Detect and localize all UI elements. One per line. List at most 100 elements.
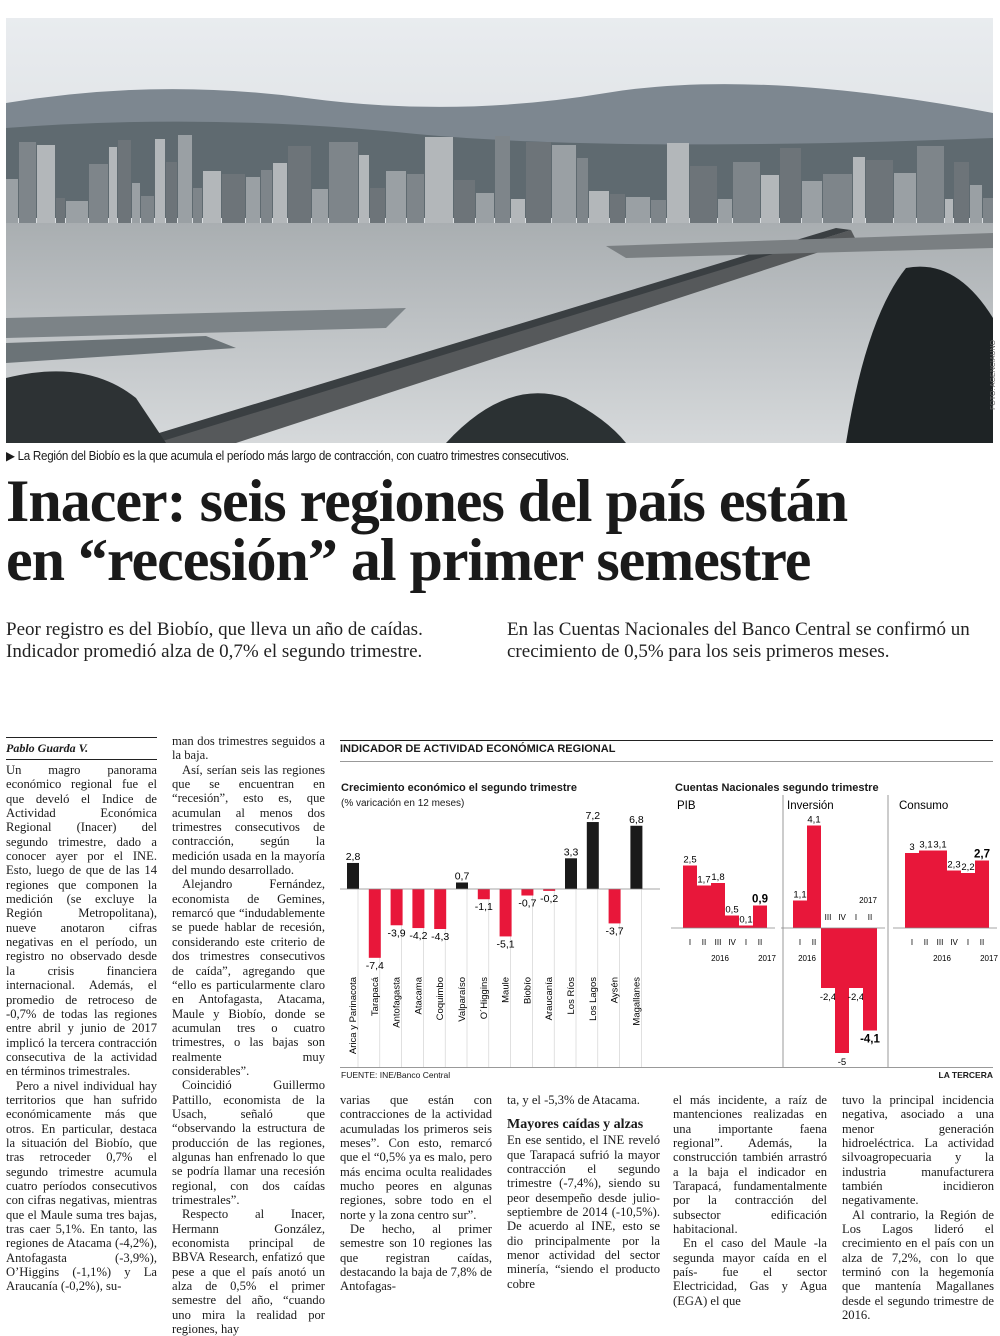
- bar-ays-n: [608, 889, 621, 924]
- brand-label: LA TERCERA: [938, 1070, 993, 1080]
- photo-credit: FOTO: AGENCIAUNO: [990, 340, 997, 410]
- data-label: -7,4: [366, 960, 384, 972]
- headline-line-2: en “recesión” al primer semestre: [6, 527, 811, 593]
- headline-line-1: Inacer: seis regiones del país están: [6, 468, 848, 534]
- article-paragraph: ta, y el -5,3% de Atacama.: [507, 1093, 640, 1107]
- bar-magallanes: [630, 825, 643, 889]
- quarter-label: I: [855, 913, 857, 922]
- photo-caption: ▶ La Región del Biobío es la que acumula…: [6, 449, 569, 463]
- chart-source: FUENTE: INE/Banco Central: [341, 1070, 451, 1080]
- bar-los-r-os: [565, 858, 577, 889]
- article-column-1: Un magro panorama económico regional fue…: [6, 763, 157, 1294]
- data-label: -0,2: [540, 893, 558, 905]
- bar-coquimbo: [434, 889, 447, 929]
- bar-araucan-a: [543, 889, 556, 891]
- bar-antofagasta: [390, 889, 403, 926]
- year-label: 2016: [798, 954, 816, 963]
- bridge-city-photo: [6, 18, 993, 443]
- data-label: 3,3: [564, 846, 579, 858]
- year-label: 2016: [933, 954, 951, 963]
- bar-arica-y-parinacota: [347, 862, 359, 889]
- quarter-label: I: [799, 938, 801, 947]
- category-label: Los Ríos: [566, 977, 577, 1015]
- data-label: 4,1: [807, 815, 820, 826]
- category-label: Los Lagos: [588, 977, 599, 1021]
- data-label: 2,2: [961, 862, 974, 873]
- year-label: 2016: [711, 954, 729, 963]
- category-label: Araucanía: [544, 976, 555, 1020]
- bar-inversin-4: [849, 928, 863, 988]
- data-label: 2,8: [346, 851, 361, 863]
- bar-biob-o: [521, 889, 534, 896]
- data-label: 6,8: [629, 814, 644, 826]
- category-label: Magallanes: [631, 977, 642, 1026]
- data-label: -3,7: [606, 925, 624, 937]
- article-column-5: el más incidente, a raíz de mantenciones…: [673, 1093, 827, 1308]
- regional-growth-chart: 2,8 Arica y Parinacota -7,4 Tarapacá -3,9 Ant…: [340, 810, 660, 1068]
- category-label: Coquimbo: [435, 977, 446, 1020]
- data-label: 0,7: [455, 870, 470, 882]
- article-paragraph: man dos trimestres seguidos a la baja.: [172, 734, 325, 763]
- article-paragraph: En ese sentido, el INE reveló que Tarapa…: [507, 1133, 660, 1291]
- bar-consumo-0: [905, 853, 919, 928]
- section-heading: Mayores caídas y alzas: [507, 1117, 644, 1133]
- quarter-label: II: [758, 938, 762, 947]
- article-paragraph: tuvo la principal incidencia negativa, a…: [842, 1093, 994, 1208]
- quarter-label: III: [825, 913, 832, 922]
- article-column-6: tuvo la principal incidencia negativa, a…: [842, 1093, 994, 1323]
- bar-inversin-3: [835, 928, 849, 1053]
- panel-title-2: Consumo: [899, 800, 948, 812]
- bar-pib-4: [739, 925, 753, 928]
- category-label: Maule: [501, 977, 512, 1003]
- data-label: 1,7: [697, 875, 710, 886]
- year-label: 2017: [980, 954, 998, 963]
- data-label: 0,5: [725, 905, 738, 916]
- article-paragraph: varias que están con contracciones de la…: [340, 1093, 492, 1222]
- data-label: 0,9: [752, 894, 768, 906]
- article-paragraph: En el caso del Maule -la segunda mayor c…: [673, 1236, 827, 1308]
- deck-left: Peor registro es del Biobío, que lleva u…: [6, 619, 423, 662]
- category-label: Aysén: [610, 977, 621, 1003]
- category-label: Tarapacá: [370, 976, 381, 1016]
- bar-pib-1: [697, 885, 711, 928]
- data-label: 1,1: [793, 890, 806, 901]
- bar-consumo-2: [933, 850, 947, 928]
- data-label: -4,3: [431, 931, 449, 943]
- quarter-label: IV: [838, 913, 846, 922]
- data-label: -2,4: [848, 992, 864, 1003]
- article-column-4: ta, y el -5,3% de Atacama. Mayores caídas…: [507, 1093, 660, 1291]
- quarter-label: II: [980, 938, 984, 947]
- quarter-label: III: [937, 938, 944, 947]
- data-label: 7,2: [585, 810, 600, 822]
- article-paragraph: De hecho, al primer semestre son 10 regi…: [340, 1222, 492, 1294]
- quarter-label: IV: [950, 938, 958, 947]
- bar-pib-0: [683, 865, 697, 928]
- data-label: -5,1: [497, 938, 515, 950]
- bar-pib-3: [725, 915, 739, 928]
- bar-consumo-5: [975, 860, 989, 928]
- data-label: -2,4: [820, 992, 836, 1003]
- quarter-label: III: [715, 938, 722, 947]
- category-label: Valparaíso: [457, 977, 468, 1022]
- data-label: 2,5: [683, 855, 696, 866]
- bar-tarapac-: [368, 889, 381, 958]
- data-label: -5: [838, 1057, 846, 1067]
- deck-right: En las Cuentas Nacionales del Banco Cent…: [507, 619, 970, 662]
- quarter-label: II: [868, 913, 872, 922]
- panel-title-0: PIB: [677, 800, 696, 812]
- bar-inversin-1: [807, 825, 821, 928]
- bar-o-higgins: [477, 889, 490, 900]
- data-label: 3: [909, 842, 914, 853]
- data-label: -4,2: [409, 930, 427, 942]
- quarter-label: II: [702, 938, 706, 947]
- bar-consumo-3: [947, 870, 961, 928]
- quarter-label: II: [924, 938, 928, 947]
- article-paragraph: el más incidente, a raíz de mantenciones…: [673, 1093, 827, 1237]
- article-paragraph: Así, serían seis las regiones que se enc…: [172, 762, 325, 878]
- article-paragraph: Alejandro Fernández, economista de Gemin…: [172, 877, 325, 1078]
- data-label: -3,9: [388, 927, 406, 939]
- bar-inversin-5: [863, 928, 877, 1031]
- bar-atacama: [412, 889, 425, 929]
- article-column-2: man dos trimestres seguidos a la baja. As…: [172, 734, 325, 1336]
